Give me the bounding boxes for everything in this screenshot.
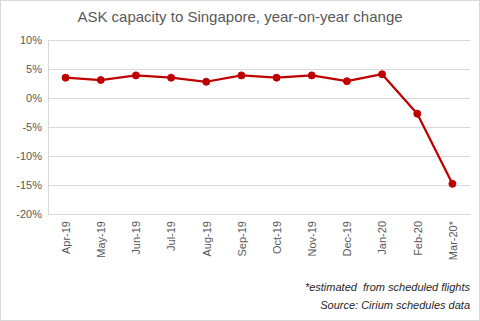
x-tick: Apr-19 bbox=[60, 214, 72, 254]
x-tick: Oct-19 bbox=[271, 214, 283, 254]
marker bbox=[203, 78, 210, 85]
grid-line bbox=[48, 185, 470, 186]
y-tick-label: -20% bbox=[16, 208, 42, 220]
x-tick: May-19 bbox=[95, 214, 107, 258]
title: ASK capacity to Singapore, year-on-year … bbox=[77, 8, 402, 25]
y-tick-label: -5% bbox=[22, 121, 42, 133]
grid-line bbox=[48, 214, 470, 215]
marker bbox=[62, 74, 69, 81]
y-tick-label: 10% bbox=[20, 34, 42, 46]
x-tick-label: Oct-19 bbox=[271, 221, 283, 254]
line bbox=[66, 74, 453, 184]
marker bbox=[238, 72, 245, 79]
x-tick-label: Dec-19 bbox=[341, 221, 353, 256]
chart: ASK capacity to Singapore, year-on-year … bbox=[0, 0, 480, 321]
annotation: *estimated from scheduled flights bbox=[305, 281, 471, 293]
y-tick-label: -15% bbox=[16, 179, 42, 191]
x-tick: Sep-19 bbox=[236, 214, 248, 256]
marker bbox=[449, 180, 456, 187]
x-tick-label: Nov-19 bbox=[306, 221, 318, 256]
y-tick: -15% bbox=[16, 179, 48, 191]
x-tick: Mar-20* bbox=[447, 214, 459, 260]
grid-line bbox=[48, 127, 470, 128]
y-tick: -5% bbox=[22, 121, 48, 133]
x-tick: Aug-19 bbox=[201, 214, 213, 256]
x-tick-label: Jan-20 bbox=[376, 221, 388, 255]
marker bbox=[97, 77, 104, 84]
y-tick-label: -10% bbox=[16, 150, 42, 162]
x-tick: Feb-20 bbox=[412, 214, 424, 256]
grid-line bbox=[48, 69, 470, 70]
grid-line bbox=[48, 98, 470, 99]
x-axis: Apr-19 May-19 Jun-19 Jul-19 Aug-19 Sep-19 Oct-… bbox=[49, 214, 471, 260]
marker bbox=[168, 74, 175, 81]
marker bbox=[414, 110, 421, 117]
y-axis: -20% -15% -10% -5% 0% 5% 10% bbox=[16, 34, 48, 220]
x-tick-label: May-19 bbox=[95, 221, 107, 258]
marker bbox=[308, 72, 315, 79]
x-tick: Jan-20 bbox=[376, 214, 388, 255]
x-axis-line bbox=[49, 214, 471, 215]
y-tick: 0% bbox=[26, 92, 48, 104]
grid-line bbox=[48, 156, 470, 157]
y-tick: -20% bbox=[16, 208, 48, 220]
y-tick: 10% bbox=[20, 34, 48, 46]
y-axis-line bbox=[48, 41, 49, 215]
x-tick-label: Aug-19 bbox=[201, 221, 213, 256]
x-tick: Dec-19 bbox=[341, 214, 353, 256]
x-tick-label: Sep-19 bbox=[236, 221, 248, 256]
x-tick-label: Jul-19 bbox=[165, 221, 177, 251]
x-tick: Nov-19 bbox=[306, 214, 318, 256]
x-tick: Jul-19 bbox=[165, 214, 177, 251]
x-tick-label: Mar-20* bbox=[447, 220, 459, 260]
marker bbox=[379, 71, 386, 78]
x-tick-label: Apr-19 bbox=[60, 221, 72, 254]
x-tick-label: Feb-20 bbox=[412, 221, 424, 256]
chart-frame bbox=[1, 1, 480, 321]
marker bbox=[132, 72, 139, 79]
grid bbox=[48, 41, 470, 215]
annotation: Source: Cirium schedules data bbox=[320, 299, 470, 311]
y-tick: -10% bbox=[16, 150, 48, 162]
grid-line bbox=[48, 40, 470, 41]
y-tick-label: 0% bbox=[26, 92, 42, 104]
x-tick: Jun-19 bbox=[130, 214, 142, 255]
marks bbox=[62, 71, 456, 188]
y-tick-label: 5% bbox=[26, 63, 42, 75]
y-tick: 5% bbox=[26, 63, 48, 75]
marker bbox=[273, 74, 280, 81]
x-tick-label: Jun-19 bbox=[130, 221, 142, 255]
marker bbox=[343, 78, 350, 85]
